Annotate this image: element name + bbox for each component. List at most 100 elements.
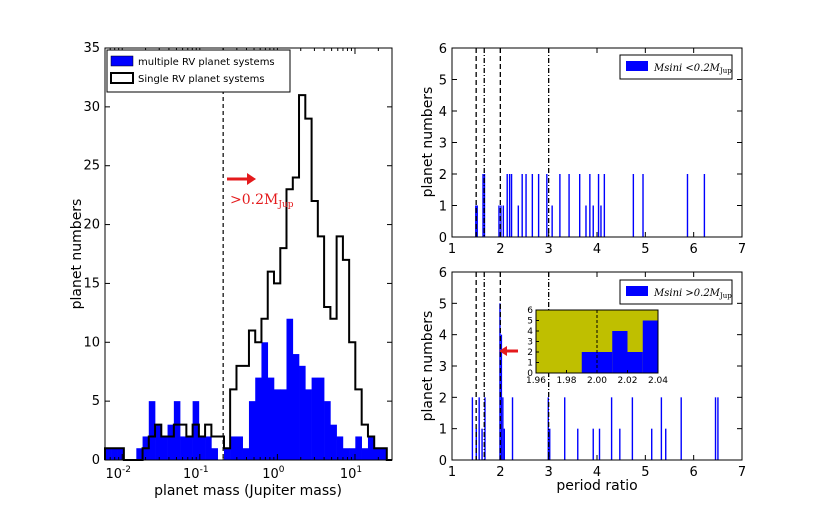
multi-bar [136, 448, 143, 460]
multi-bar [255, 377, 262, 460]
right-arrow-icon [247, 173, 256, 185]
bottom-period-bars [471, 303, 719, 460]
left-arrow-icon [499, 346, 507, 356]
x-tick-label: 3 [545, 242, 553, 257]
period-bar [665, 428, 667, 460]
period-bar [642, 174, 644, 237]
period-bar [521, 174, 523, 237]
left-legend: multiple RV planet systems Single RV pla… [106, 49, 291, 93]
legend-multi-swatch [110, 55, 134, 67]
period-bar [549, 428, 551, 460]
period-bar [585, 205, 587, 237]
period-bar [471, 397, 474, 460]
inset-y-tick-label: 4 [527, 327, 533, 337]
period-bar [531, 174, 534, 237]
x-tick-label: 1 [448, 465, 456, 480]
x-tick-label: 5 [641, 465, 649, 480]
x-tick-label: 4 [593, 242, 601, 257]
x-tick-label: 7 [738, 242, 746, 257]
x-tick-label: 101 [340, 465, 362, 482]
period-bar [478, 397, 480, 460]
y-tick-label: 20 [83, 218, 100, 233]
x-tick-label: 2 [496, 242, 504, 257]
period-bar [651, 428, 653, 460]
x-tick-label: 6 [690, 465, 698, 480]
legend-multi-label: multiple RV planet systems [138, 57, 275, 68]
y-tick-label: 0 [439, 454, 447, 469]
period-bar [597, 174, 600, 237]
multi-bar [173, 401, 181, 460]
period-bar [603, 174, 606, 237]
period-bar [589, 174, 591, 237]
y-tick-label: 2 [439, 391, 447, 406]
period-bar [502, 397, 504, 460]
multi-bar [242, 448, 250, 460]
period-bar [592, 428, 594, 460]
mass-annotation: >0.2MJup [227, 173, 294, 210]
x-tick-label: 6 [690, 242, 698, 257]
multi-bar [192, 401, 200, 460]
period-bar [500, 205, 502, 237]
x-tick-label: 7 [738, 465, 746, 480]
inset-x-tick-label: 2.00 [587, 376, 607, 386]
multi-bar [261, 342, 269, 460]
multi-bar [286, 318, 294, 460]
period-bar [510, 174, 513, 237]
multi-bar [105, 448, 112, 460]
multi-bar [374, 448, 381, 460]
inset-bar [642, 320, 658, 373]
inset-x-tick-label: 2.02 [617, 376, 637, 386]
y-tick-label: 3 [439, 360, 447, 375]
period-bar [592, 205, 594, 237]
multi-bar [267, 377, 275, 460]
period-bar [600, 205, 602, 237]
top-legend-label: Msini <0.2MJup [653, 63, 732, 75]
bottom-x-label: period ratio [556, 478, 637, 494]
multi-bar [236, 436, 243, 460]
period-bar [632, 174, 635, 237]
period-bar [481, 428, 483, 460]
y-tick-label: 5 [92, 394, 100, 409]
multi-bar [355, 436, 362, 460]
period-bar [680, 397, 682, 460]
y-tick-label: 25 [83, 159, 100, 174]
y-tick-label: 4 [439, 329, 447, 344]
y-tick-label: 10 [83, 335, 100, 350]
x-tick-label: 2 [496, 465, 504, 480]
x-tick-label: 10-1 [183, 465, 209, 482]
legend-box [106, 49, 291, 93]
left-x-ticks: 10-2 10-1 100 101 [104, 48, 393, 482]
period-bar [475, 205, 477, 237]
multi-bar [161, 436, 168, 460]
period-bar [499, 303, 501, 460]
multi-bar [198, 436, 206, 460]
inset-x-tick-label: 2.04 [648, 376, 668, 386]
multi-bar [223, 448, 231, 460]
multi-bar [211, 448, 218, 460]
left-histogram: 0 5 10 15 20 25 30 35 10-2 10-1 100 101 multiple R… [69, 41, 393, 499]
y-tick-label: 0 [92, 453, 100, 468]
left-axes-frame [104, 47, 393, 461]
period-bar [517, 205, 520, 237]
y-tick-label: 0 [439, 231, 447, 246]
period-bar [546, 174, 548, 237]
multi-bar [305, 389, 312, 460]
period-bar [551, 205, 553, 237]
x-tick-label: 100 [262, 465, 285, 482]
multi-bar [299, 365, 306, 460]
bottom-legend-label: Msini >0.2MJup [653, 288, 732, 300]
multi-bar [248, 401, 256, 460]
period-bar [717, 397, 719, 460]
mass-annotation-label: >0.2MJup [230, 192, 294, 210]
top-legend: Msini <0.2MJup [619, 54, 733, 80]
period-bar [476, 205, 478, 237]
multi-bar [367, 436, 375, 460]
multi-system-bars [105, 318, 388, 460]
period-bar [511, 397, 514, 460]
period-bar [619, 428, 621, 460]
top-legend-swatch [626, 61, 648, 71]
y-tick-label: 35 [83, 41, 100, 56]
